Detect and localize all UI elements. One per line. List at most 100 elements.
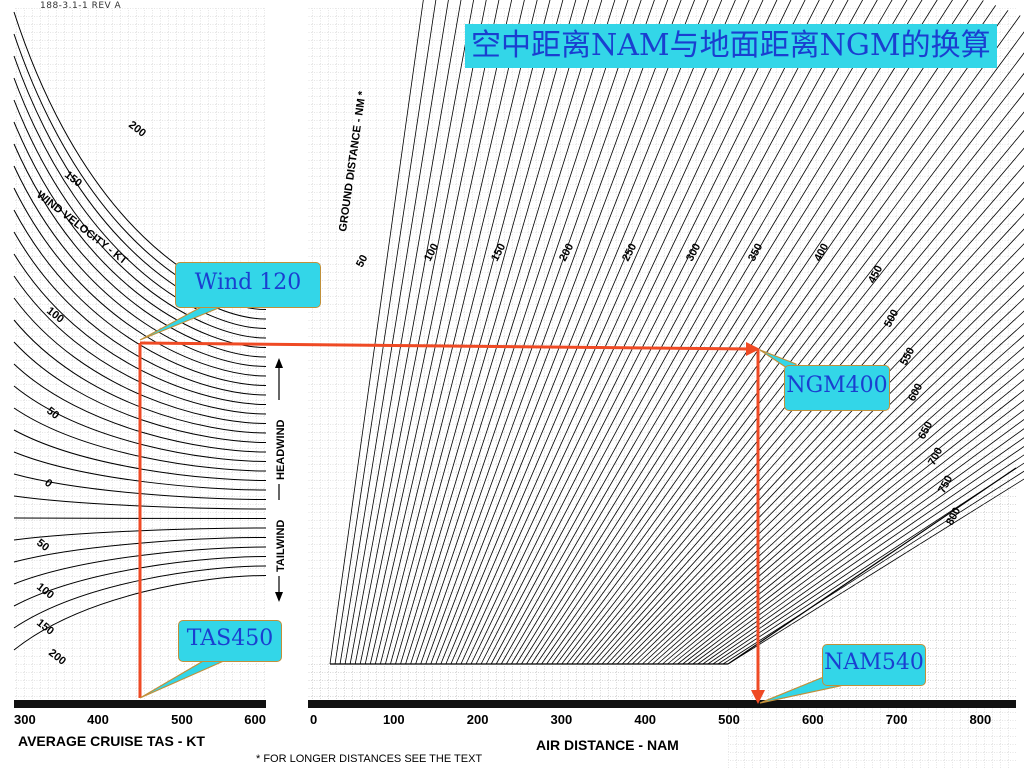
ground-distance-line [329, 0, 424, 665]
wind-velocity-curve [13, 209, 267, 386]
left-x-tick: 500 [171, 712, 193, 727]
ground-distance-line [546, 10, 1009, 665]
ground-distance-line [505, 0, 893, 665]
ground-distance-line [632, 284, 1024, 665]
ground-distance-line [692, 419, 1024, 665]
ground-distance-line [334, 0, 437, 665]
ground-distance-line [390, 0, 577, 665]
path-arrow-right [746, 342, 760, 356]
ground-distance-line [652, 334, 1024, 665]
ground-distance-line [596, 181, 1024, 665]
ground-distance-line [637, 297, 1024, 665]
wind-curve-label: 50 [34, 537, 51, 554]
ground-distance-line [662, 357, 1024, 665]
ground-distance-line [581, 129, 1024, 665]
axes [14, 700, 1016, 708]
wind-velocity-curve [13, 565, 267, 629]
ground-distance-line [677, 389, 1024, 665]
ground-distance-line [672, 379, 1024, 665]
ground-distance-line [354, 0, 487, 665]
wind-velocity-curve [13, 319, 267, 434]
wind-velocity-curve [13, 253, 267, 405]
ground-distance-line [626, 271, 1024, 665]
ground-distance-line [349, 0, 475, 665]
right-x-axis-title: AIR DISTANCE - NAM [536, 737, 679, 753]
right-x-tick: 300 [551, 712, 573, 727]
ground-distance-line [531, 0, 969, 665]
headwind-tailwind-indicator: HEADWIND TAILWIND [275, 358, 287, 602]
ground-distance-line [374, 0, 538, 665]
chart-title: 空中距离NAM与地面距离NGM的换算 [465, 24, 997, 68]
wind-velocity-curve [13, 77, 267, 329]
fan-base-mask [308, 664, 728, 700]
ground-distance-line [556, 31, 1024, 665]
ground-distance-line [379, 0, 551, 665]
figure-reference-code: 188-3.1-1 REV A [40, 1, 122, 11]
right-x-tick: 800 [970, 712, 992, 727]
wind-velocity-curve [13, 517, 267, 519]
ground-distance-line [702, 437, 1024, 665]
ground-distance-line [344, 0, 462, 665]
wind-velocity-curve [13, 231, 267, 396]
wind-velocity-curve [13, 556, 267, 607]
wind-velocity-curve [13, 429, 267, 481]
wind-velocity-curve [13, 341, 267, 443]
wind-callout: Wind 120 [175, 262, 321, 308]
ground-distance-line [586, 147, 1024, 665]
ground-distance-line [591, 164, 1024, 665]
ground-distance-line [490, 0, 849, 665]
left-x-tick: 600 [244, 712, 266, 727]
wind-velocity-curve [13, 363, 267, 453]
example-solution-path [138, 341, 765, 704]
wind-velocity-curve [13, 297, 267, 424]
ground-distance-line [571, 92, 1024, 665]
ground-distance-line [642, 310, 1024, 665]
left-x-tick: 300 [14, 712, 36, 727]
ground-distance-line [621, 257, 1024, 665]
wind-velocity-curve [13, 495, 267, 510]
wind-velocity-curve [13, 187, 267, 377]
ground-distance-line [697, 428, 1024, 665]
ground-distance-line [616, 243, 1024, 665]
ground-distance-line [480, 0, 820, 665]
fan-edge [727, 467, 1017, 665]
wind-velocity-curve [13, 527, 267, 541]
wind-velocity-curve [13, 143, 267, 358]
tailwind-label: TAILWIND [275, 520, 287, 572]
left-x-tick: 400 [87, 712, 109, 727]
ground-distance-line [339, 0, 449, 665]
ground-distance-line [500, 0, 878, 665]
wind-velocity-curve [13, 473, 267, 500]
right-x-tick: 100 [383, 712, 405, 727]
ground-distance-line [369, 0, 525, 665]
wind-velocity-curve [13, 165, 267, 367]
wind-velocity-curve [13, 99, 267, 339]
path-arrow-down [751, 690, 765, 704]
wind-velocity-curve [13, 275, 267, 415]
fan-area [330, 0, 1016, 664]
right-x-tick: 700 [886, 712, 908, 727]
ground-distance-line [647, 322, 1024, 665]
wind-velocity-curve [13, 407, 267, 472]
ground-distance-line [359, 0, 500, 665]
tick-labels: 300 400 500 600 0 100 200 300 400 500 600 700 800 [14, 712, 991, 727]
right-x-tick: 200 [467, 712, 489, 727]
right-x-tick: 0 [310, 712, 317, 727]
wind-velocity-curve [13, 575, 267, 651]
ground-distance-line [687, 409, 1024, 665]
ground-distance-line [536, 0, 984, 665]
ground-distance-line [561, 52, 1024, 665]
right-x-tick: 400 [634, 712, 656, 727]
wind-velocity-curve [13, 537, 267, 563]
ground-distance-line [551, 15, 1021, 665]
ngm-callout: NGM400 [784, 365, 890, 411]
right-x-tick: 500 [718, 712, 740, 727]
wind-velocity-curve [13, 55, 267, 320]
axis-titles: AVERAGE CRUISE TAS - KT AIR DISTANCE - N… [18, 733, 679, 765]
ground-distance-line [682, 399, 1024, 665]
ground-distance-line [526, 0, 953, 665]
ground-distance-label: 50 [354, 253, 370, 269]
wind-curve-label: 50 [44, 405, 61, 422]
ground-distance-line [712, 454, 1024, 665]
